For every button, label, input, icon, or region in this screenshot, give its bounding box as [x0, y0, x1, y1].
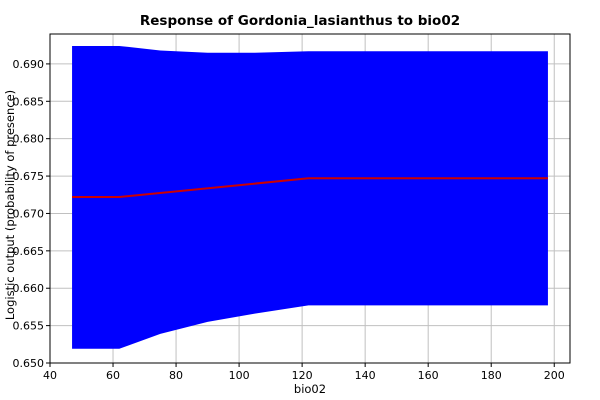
- x-tick-label: 60: [106, 369, 120, 382]
- x-tick-label: 200: [544, 369, 565, 382]
- y-tick-label: 0.680: [13, 133, 45, 146]
- y-tick-label: 0.675: [13, 170, 45, 183]
- x-tick-label: 160: [418, 369, 439, 382]
- x-tick-label: 80: [169, 369, 183, 382]
- x-tick-label: 120: [292, 369, 313, 382]
- x-tick-label: 140: [355, 369, 376, 382]
- x-tick-label: 40: [43, 369, 57, 382]
- y-tick-label: 0.655: [13, 320, 45, 333]
- confidence-band: [72, 45, 548, 349]
- y-tick-label: 0.665: [13, 245, 45, 258]
- x-tick-label: 100: [229, 369, 250, 382]
- y-tick-label: 0.660: [13, 282, 45, 295]
- x-tick-label: 180: [481, 369, 502, 382]
- mean-response-line: [72, 177, 548, 199]
- y-tick-label: 0.670: [13, 207, 45, 220]
- plot-frame: [49, 33, 571, 364]
- x-axis-title: bio02: [293, 382, 327, 396]
- y-tick-label: 0.650: [13, 357, 45, 370]
- chart-title: Response of Gordonia_lasianthus to bio02: [139, 13, 461, 29]
- y-tick-label: 0.685: [13, 95, 45, 108]
- y-tick-label: 0.690: [13, 58, 45, 71]
